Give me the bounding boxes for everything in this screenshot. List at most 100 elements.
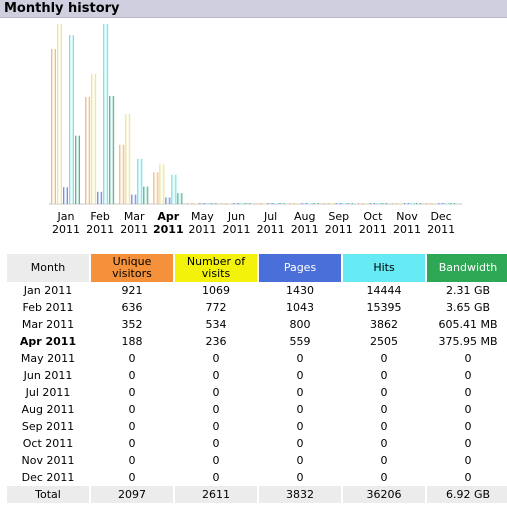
bar-visits-jan	[57, 24, 62, 204]
cell-visits: 534	[205, 318, 227, 331]
tick-label-year: 2011	[223, 223, 251, 236]
bar-bandwidth-sep	[347, 203, 353, 204]
bar-unique-jun	[221, 203, 227, 204]
cell-pages: 0	[296, 471, 304, 484]
cell-total-pages: 3832	[259, 486, 341, 503]
bar-pages-sep	[335, 203, 341, 204]
cell-bandwidth: 375.95 MB	[438, 335, 498, 348]
cell-visits: 0	[212, 420, 220, 433]
table-row: Jan 2011 921 1069 1430 14444 2.31 GB	[7, 282, 507, 299]
bar-visits-mar	[125, 114, 131, 204]
tick-label-year: 2011	[52, 223, 80, 236]
cell-unique: 188	[121, 335, 143, 348]
bar-hits-oct	[375, 203, 381, 204]
cell-unique: 0	[128, 437, 136, 450]
bar-pages-jun	[233, 203, 239, 204]
tick-label-month: May	[191, 210, 214, 223]
bar-pages-jul	[267, 203, 273, 204]
cell-pages: 0	[296, 437, 304, 450]
bar-bandwidth-mar	[143, 186, 149, 204]
cell-hits: 0	[380, 420, 388, 433]
tick-label-year: 2011	[359, 223, 387, 236]
cell-bandwidth: 0	[464, 471, 472, 484]
bar-hits-jan	[69, 35, 74, 204]
cell-unique: 0	[128, 420, 136, 433]
tick-label-month: Nov	[396, 210, 418, 223]
bar-hits-aug	[307, 203, 313, 204]
cell-visits: 1069	[202, 284, 230, 297]
table-row: Aug 2011 0 0 0 0 0	[7, 401, 507, 418]
cell-bandwidth: 3.65 GB	[445, 301, 491, 314]
cell-pages: 559	[289, 335, 311, 348]
tick-label-month: Sep	[328, 210, 349, 223]
tick-label-year: 2011	[153, 223, 184, 236]
bar-unique-apr	[153, 172, 159, 204]
cell-visits: 236	[205, 335, 227, 348]
bar-hits-jun	[239, 203, 245, 204]
cell-visits: 0	[212, 454, 220, 467]
table-row: Sep 2011 0 0 0 0 0	[7, 418, 507, 435]
table-row: Nov 2011 0 0 0 0 0	[7, 452, 507, 469]
cell-unique: 921	[121, 284, 143, 297]
bar-visits-may	[193, 203, 199, 204]
bar-visits-jun	[227, 203, 233, 204]
cell-unique: 0	[128, 454, 136, 467]
cell-month: Jun 2011	[23, 369, 73, 382]
cell-unique: 636	[121, 301, 143, 314]
tick-label-year: 2011	[120, 223, 148, 236]
header-hits: Hits	[343, 254, 425, 282]
cell-bandwidth: 0	[464, 369, 472, 382]
cell-pages: 0	[296, 352, 304, 365]
cell-bandwidth: 0	[464, 454, 472, 467]
section-title: Monthly history	[4, 1, 120, 16]
table-row: Dec 2011 0 0 0 0 0	[7, 469, 507, 486]
cell-month: May 2011	[20, 352, 76, 365]
cell-month: Jul 2011	[25, 386, 71, 399]
tick-label-month: Oct	[363, 210, 383, 223]
tick-label-year: 2011	[291, 223, 319, 236]
cell-month: Aug 2011	[21, 403, 75, 416]
cell-total-label: Total	[7, 486, 89, 503]
header-unique-visitors: Unique visitors	[91, 254, 173, 282]
cell-pages: 1430	[286, 284, 314, 297]
header-number-of-visits: Number of visits	[175, 254, 257, 282]
bar-unique-aug	[289, 203, 295, 204]
bar-bandwidth-oct	[381, 203, 387, 204]
header-month: Month	[7, 254, 89, 282]
tick-label-month: Feb	[90, 210, 109, 223]
tick-label-year: 2011	[427, 223, 455, 236]
bar-unique-feb	[85, 96, 91, 204]
section-header: Monthly history	[0, 0, 507, 18]
bar-bandwidth-nov	[416, 203, 421, 204]
cell-visits: 0	[212, 403, 220, 416]
bar-visits-sep	[329, 203, 335, 204]
tick-label-year: 2011	[257, 223, 285, 236]
bar-hits-may	[205, 203, 211, 204]
tick-label-year: 2011	[393, 223, 421, 236]
bar-bandwidth-jan	[75, 135, 80, 204]
bar-visits-aug	[295, 203, 301, 204]
tick-label-month: Dec	[430, 210, 451, 223]
bar-unique-dec	[426, 203, 432, 204]
header-pages-label: Pages	[283, 261, 317, 274]
header-visits-line1: Number of	[186, 255, 246, 268]
cell-bandwidth: 0	[464, 437, 472, 450]
cell-pages: 0	[296, 454, 304, 467]
tick-label-year: 2011	[188, 223, 216, 236]
cell-total-bandwidth: 6.92 GB	[427, 486, 507, 503]
cell-visits: 0	[212, 386, 220, 399]
cell-hits: 0	[380, 454, 388, 467]
header-bandwidth-label: Bandwidth	[438, 261, 498, 274]
tick-label-year: 2011	[86, 223, 114, 236]
bar-unique-oct	[357, 203, 363, 204]
cell-hits: 0	[380, 471, 388, 484]
bar-visits-jul	[261, 203, 267, 204]
cell-pages: 800	[289, 318, 311, 331]
tick-label-year: 2011	[325, 223, 353, 236]
bar-unique-sep	[323, 203, 329, 204]
monthly-bar-chart: Jan 2011 Feb 2011 Mar 2011 Apr 2011 May 2011 Jun 20…	[0, 18, 507, 238]
header-pages: Pages	[259, 254, 341, 282]
table-row: May 2011 0 0 0 0 0	[7, 350, 507, 367]
bar-visits-apr	[159, 164, 165, 204]
cell-month: Sep 2011	[21, 420, 75, 433]
